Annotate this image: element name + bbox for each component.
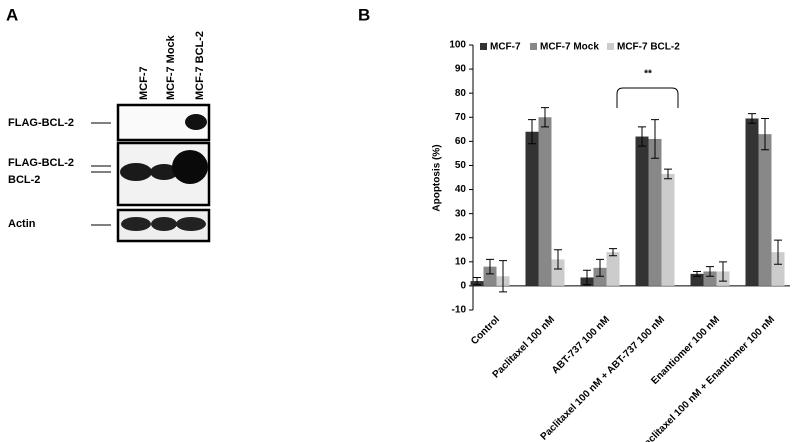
- legend-swatch: [530, 43, 537, 50]
- x-tick-label: ABT-737 100 nM: [550, 314, 612, 376]
- error-bar: [651, 119, 659, 159]
- error-bar: [719, 261, 727, 282]
- bar: [648, 138, 662, 286]
- legend-label: MCF-7 BCL-2: [617, 42, 680, 53]
- x-tick-label: Paclitaxel 100 nM: [491, 314, 557, 380]
- bar: [690, 273, 704, 286]
- error-bar: [473, 276, 481, 286]
- lane-label: MCF-7: [138, 66, 150, 100]
- y-tick-label: 100: [449, 40, 466, 51]
- annotation: **: [644, 69, 652, 80]
- error-bar: [486, 258, 494, 275]
- bar: [483, 266, 497, 286]
- bar: [538, 117, 552, 286]
- y-tick-label: 60: [455, 136, 467, 147]
- error-bar: [693, 270, 701, 277]
- row-label: BCL-2: [8, 174, 40, 186]
- blot: [91, 103, 211, 243]
- error-bar: [554, 249, 562, 270]
- y-tick-label: 20: [455, 232, 467, 243]
- bar: [593, 267, 607, 286]
- error-bar: [748, 113, 756, 124]
- y-tick-label: 90: [455, 64, 467, 75]
- error-bar: [664, 168, 672, 180]
- error-bar: [541, 107, 549, 128]
- bar: [551, 259, 565, 286]
- lane-label: MCF-7 Mock: [165, 34, 177, 100]
- error-bar: [638, 126, 646, 147]
- error-bar: [528, 119, 536, 145]
- error-bar: [499, 260, 507, 293]
- y-tick-label: 0: [460, 281, 466, 292]
- error-bar: [583, 269, 591, 286]
- y-tick-label: 80: [455, 88, 467, 99]
- lane-label: MCF-7 BCL-2: [194, 31, 206, 100]
- bar: [771, 252, 785, 286]
- x-tick-label: Control: [469, 314, 502, 347]
- y-tick-label: -10: [452, 305, 467, 316]
- legend-label: MCF-7: [490, 42, 521, 53]
- x-tick-label: Paclitaxel 100 nM + ABT-737 100 nM: [539, 314, 667, 442]
- y-tick-label: 30: [455, 208, 467, 219]
- error-bar: [774, 239, 782, 265]
- bar: [661, 173, 675, 286]
- error-bar: [761, 117, 769, 151]
- y-tick-label: 70: [455, 112, 467, 123]
- bar: [745, 118, 759, 286]
- y-axis-label: Apoptosis (%): [432, 144, 443, 211]
- panel-label: A: [6, 5, 18, 24]
- row-label: FLAG-BCL-2: [8, 157, 74, 169]
- bar: [525, 131, 539, 286]
- bar: [703, 271, 717, 286]
- error-bar: [706, 266, 714, 277]
- y-tick-label: 10: [455, 256, 467, 267]
- significance-bracket: [616, 87, 679, 108]
- y-tick-label: 50: [455, 160, 467, 171]
- error-bar: [609, 248, 617, 257]
- bar: [635, 136, 649, 286]
- row-label: Actin: [8, 218, 36, 230]
- y-tick-label: 40: [455, 184, 467, 195]
- legend-swatch: [607, 43, 614, 50]
- error-bar: [596, 258, 604, 277]
- row-label: FLAG-BCL-2: [8, 117, 74, 129]
- bar: [758, 134, 772, 286]
- legend-label: MCF-7 Mock: [540, 42, 599, 53]
- legend-swatch: [480, 43, 487, 50]
- panel-label: B: [358, 5, 370, 24]
- bar: [606, 252, 620, 286]
